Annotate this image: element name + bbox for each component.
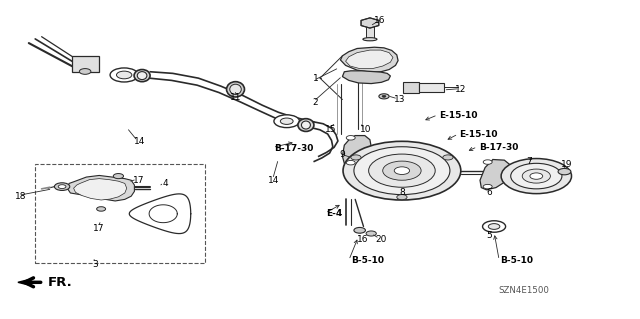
Text: 20: 20 bbox=[375, 235, 387, 244]
Circle shape bbox=[483, 221, 506, 232]
Circle shape bbox=[280, 118, 293, 124]
Circle shape bbox=[274, 115, 300, 128]
Circle shape bbox=[110, 68, 138, 82]
Polygon shape bbox=[361, 18, 379, 28]
Circle shape bbox=[483, 160, 492, 164]
Circle shape bbox=[97, 207, 106, 211]
Text: E-15-10: E-15-10 bbox=[439, 111, 477, 120]
Text: 16: 16 bbox=[374, 16, 386, 25]
Circle shape bbox=[483, 184, 492, 189]
Polygon shape bbox=[346, 50, 393, 69]
Polygon shape bbox=[340, 47, 398, 72]
Ellipse shape bbox=[134, 70, 150, 82]
Circle shape bbox=[511, 163, 562, 189]
Text: 18: 18 bbox=[15, 192, 26, 201]
Ellipse shape bbox=[298, 119, 314, 131]
Circle shape bbox=[58, 185, 66, 189]
Circle shape bbox=[116, 71, 132, 79]
Polygon shape bbox=[342, 136, 371, 166]
Text: 7: 7 bbox=[526, 157, 531, 166]
Ellipse shape bbox=[301, 121, 310, 129]
Text: E-15-10: E-15-10 bbox=[460, 130, 498, 139]
Circle shape bbox=[379, 94, 389, 99]
Circle shape bbox=[354, 227, 365, 233]
Text: 17: 17 bbox=[132, 176, 144, 185]
Text: 10: 10 bbox=[360, 125, 372, 134]
Text: E-4: E-4 bbox=[326, 209, 342, 218]
Circle shape bbox=[558, 168, 571, 175]
Ellipse shape bbox=[363, 38, 377, 41]
Circle shape bbox=[530, 173, 543, 179]
Text: 3: 3 bbox=[92, 260, 97, 269]
Circle shape bbox=[394, 167, 410, 174]
Text: B-5-10: B-5-10 bbox=[500, 256, 534, 265]
Circle shape bbox=[79, 69, 91, 74]
Bar bbox=[403, 82, 419, 93]
Polygon shape bbox=[74, 179, 127, 200]
Circle shape bbox=[501, 159, 572, 194]
Text: 2: 2 bbox=[313, 98, 318, 107]
Text: 16: 16 bbox=[356, 235, 368, 244]
Circle shape bbox=[346, 136, 355, 140]
Ellipse shape bbox=[230, 84, 241, 94]
Text: 5: 5 bbox=[486, 231, 492, 240]
Polygon shape bbox=[480, 160, 511, 190]
Bar bbox=[35, 164, 205, 263]
Text: 1: 1 bbox=[313, 74, 318, 83]
Circle shape bbox=[369, 154, 435, 187]
Circle shape bbox=[443, 155, 453, 160]
Polygon shape bbox=[67, 175, 134, 201]
Circle shape bbox=[346, 160, 355, 165]
Polygon shape bbox=[18, 279, 31, 286]
Circle shape bbox=[351, 155, 361, 160]
Circle shape bbox=[383, 161, 421, 180]
Circle shape bbox=[488, 224, 500, 229]
Text: 8: 8 bbox=[399, 189, 404, 197]
Text: 14: 14 bbox=[268, 176, 280, 185]
Text: 4: 4 bbox=[163, 179, 168, 188]
Text: FR.: FR. bbox=[48, 276, 73, 289]
Text: B-17-30: B-17-30 bbox=[274, 144, 314, 153]
Circle shape bbox=[522, 169, 550, 183]
Text: 19: 19 bbox=[561, 160, 573, 169]
Bar bbox=[419, 83, 444, 92]
Text: 14: 14 bbox=[134, 137, 145, 146]
Circle shape bbox=[354, 147, 450, 195]
Text: 17: 17 bbox=[93, 224, 105, 233]
Circle shape bbox=[54, 183, 70, 190]
Ellipse shape bbox=[227, 82, 244, 97]
Circle shape bbox=[366, 231, 376, 236]
Ellipse shape bbox=[138, 72, 147, 80]
Text: B-5-10: B-5-10 bbox=[351, 256, 384, 265]
Circle shape bbox=[343, 141, 461, 200]
Circle shape bbox=[113, 174, 124, 179]
Text: 13: 13 bbox=[394, 95, 405, 104]
Polygon shape bbox=[342, 71, 390, 84]
Text: 9: 9 bbox=[339, 150, 344, 159]
Bar bbox=[366, 23, 374, 40]
Text: SZN4E1500: SZN4E1500 bbox=[498, 286, 549, 295]
Text: 11: 11 bbox=[230, 93, 241, 102]
Text: B-17-30: B-17-30 bbox=[479, 143, 518, 152]
Bar bbox=[72, 56, 99, 72]
Circle shape bbox=[382, 95, 386, 97]
Text: 6: 6 bbox=[486, 189, 492, 197]
Text: 15: 15 bbox=[324, 125, 336, 134]
Circle shape bbox=[397, 195, 407, 200]
Text: 12: 12 bbox=[455, 85, 467, 94]
